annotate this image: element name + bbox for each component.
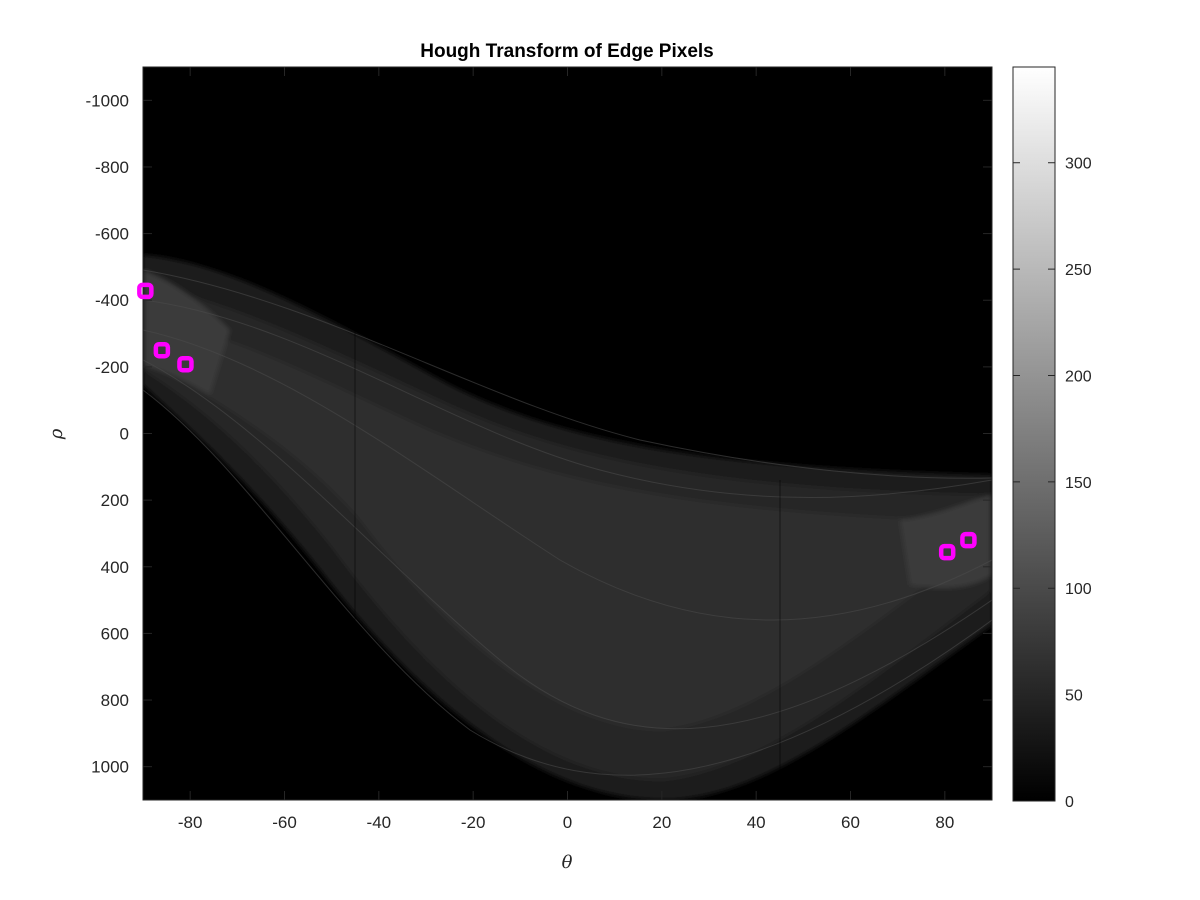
colorbar-tick-label: 50 xyxy=(1065,688,1083,705)
colorbar-tick-label: 100 xyxy=(1065,581,1092,598)
x-tick-label: -60 xyxy=(272,813,297,832)
y-tick-label: 0 xyxy=(120,425,129,444)
peak-marker xyxy=(960,531,977,549)
x-tick-label: -40 xyxy=(367,813,392,832)
y-tick-label: -400 xyxy=(95,291,129,310)
hough-strands xyxy=(143,269,992,776)
x-tick-label: -20 xyxy=(461,813,486,832)
y-tick-label: 600 xyxy=(101,624,129,643)
peak-marker xyxy=(938,543,956,561)
peak-marker xyxy=(177,355,194,373)
colorbar-tick-label: 300 xyxy=(1065,156,1092,173)
chart-title: Hough Transform of Edge Pixels xyxy=(420,41,714,62)
colorbar-tick-label: 0 xyxy=(1065,794,1074,811)
y-tick-label: -600 xyxy=(95,225,129,244)
x-tick-label: 60 xyxy=(841,813,860,832)
colorbar-tick-label: 200 xyxy=(1065,368,1092,385)
x-tick-label: 20 xyxy=(652,813,671,832)
y-tick-label: 200 xyxy=(101,491,129,510)
hough-band-left-bright xyxy=(143,270,230,395)
x-axis-label: θ xyxy=(562,852,573,873)
colorbar xyxy=(1012,66,1056,802)
colorbar-ticks: 0 50 100 150 200 250 300 xyxy=(1013,156,1092,811)
x-axis-ticks: -80 -60 -40 -20 0 20 40 60 80 xyxy=(178,67,954,832)
y-tick-label: 800 xyxy=(101,691,129,710)
y-tick-label: 1000 xyxy=(91,758,129,777)
y-tick-label: -200 xyxy=(95,358,129,377)
y-tick-label: 400 xyxy=(101,558,129,577)
x-tick-label: -80 xyxy=(178,813,203,832)
x-tick-label: 80 xyxy=(935,813,954,832)
y-axis-label: ρ xyxy=(46,428,67,440)
hough-band-right-bright xyxy=(900,495,992,588)
x-tick-label: 0 xyxy=(563,813,572,832)
y-tick-label: -800 xyxy=(95,158,129,177)
y-tick-label: -1000 xyxy=(86,91,129,110)
peak-marker xyxy=(137,282,154,300)
hough-band-core xyxy=(143,320,960,730)
peak-marker xyxy=(153,341,171,359)
peak-markers xyxy=(137,282,977,561)
x-tick-label: 40 xyxy=(747,813,766,832)
colorbar-tick-label: 250 xyxy=(1065,262,1092,279)
y-axis-ticks: -1000 -800 -600 -400 -200 0 200 400 600 800 1000 xyxy=(86,91,992,777)
colorbar-tick-label: 150 xyxy=(1065,475,1092,492)
